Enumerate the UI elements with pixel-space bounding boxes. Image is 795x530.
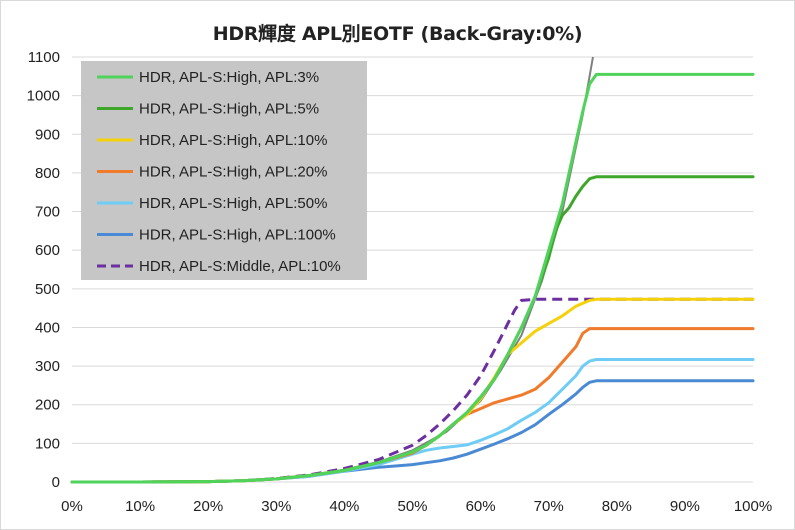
- x-tick-label: 70%: [534, 498, 564, 515]
- y-tick-label: 100: [35, 435, 60, 452]
- y-tick-label: 500: [35, 281, 60, 298]
- x-tick-label: 100%: [734, 498, 772, 515]
- x-tick-label: 30%: [261, 498, 291, 515]
- y-tick-label: 800: [35, 165, 60, 182]
- y-tick-label: 1000: [27, 88, 60, 105]
- chart-title: HDR輝度 APL別EOTF (Back-Gray:0%): [212, 23, 583, 45]
- x-tick-label: 50%: [397, 498, 427, 515]
- y-tick-label: 900: [35, 126, 60, 143]
- x-tick-label: 60%: [466, 498, 496, 515]
- legend-label: HDR, APL-S:High, APL:10%: [139, 132, 327, 149]
- series-line: [70, 327, 755, 484]
- legend-label: HDR, APL-S:High, APL:100%: [139, 227, 336, 244]
- y-tick-label: 200: [35, 397, 60, 414]
- legend-label: HDR, APL-S:High, APL:5%: [139, 101, 319, 118]
- series-line: [70, 379, 755, 484]
- y-tick-label: 1100: [28, 49, 60, 66]
- x-tick-label: 40%: [329, 498, 359, 515]
- x-tick-label: 0%: [61, 498, 83, 515]
- legend-label: HDR, APL-S:Middle, APL:10%: [139, 258, 341, 275]
- series-line: [70, 72, 755, 484]
- y-tick-label: 600: [35, 242, 60, 259]
- legend-label: HDR, APL-S:High, APL:50%: [139, 195, 327, 212]
- x-tick-label: 20%: [193, 498, 223, 515]
- y-tick-label: 700: [35, 204, 60, 221]
- y-tick-label: 400: [35, 319, 60, 336]
- x-tick-label: 90%: [670, 498, 700, 515]
- y-tick-label: 300: [35, 358, 60, 375]
- x-tick-label: 10%: [125, 498, 155, 515]
- legend-label: HDR, APL-S:High, APL:3%: [139, 69, 319, 86]
- x-tick-label: 80%: [602, 498, 632, 515]
- y-tick-label: 0: [52, 474, 60, 491]
- legend-label: HDR, APL-S:High, APL:20%: [139, 164, 327, 181]
